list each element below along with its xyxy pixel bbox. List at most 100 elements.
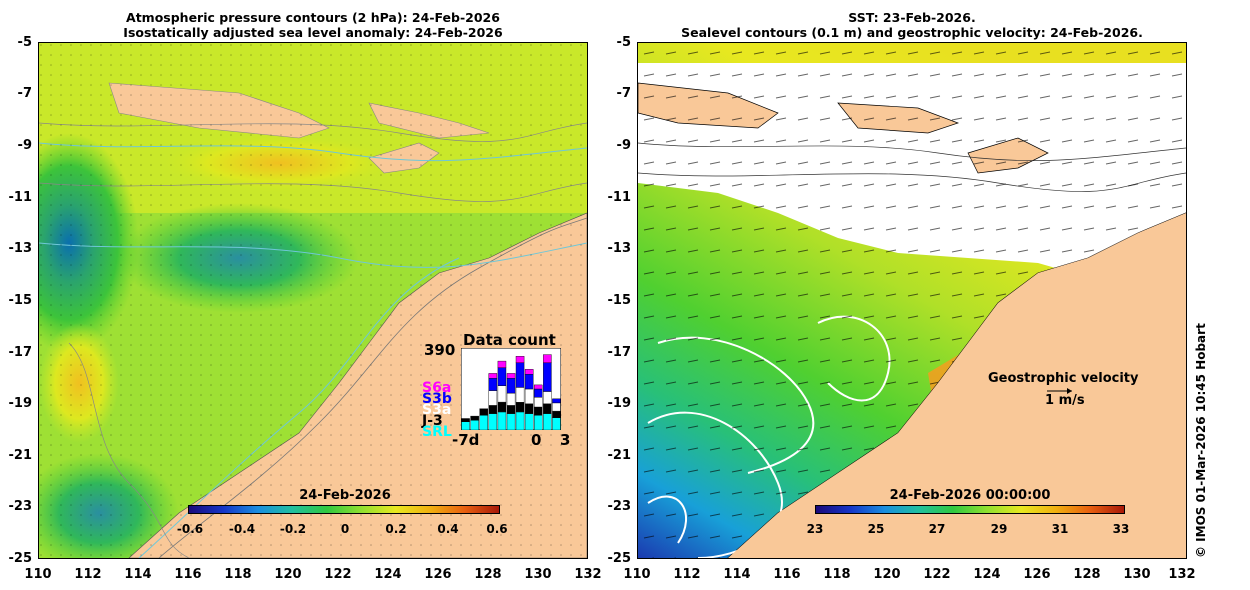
left-xtick: 114 <box>124 567 152 582</box>
left-ytick: -13 <box>8 241 33 256</box>
left-xtick: 126 <box>424 567 452 582</box>
velocity-scale-arrowhead <box>1067 388 1072 394</box>
data-count-bar-segment <box>506 378 516 394</box>
data-count-bar-segment <box>515 355 525 363</box>
right-ytick: -15 <box>607 293 632 308</box>
legend-s3a: S3a <box>422 402 452 418</box>
right-colorbar <box>815 505 1125 514</box>
left-ytick: -17 <box>8 345 33 360</box>
right-ytick: -19 <box>607 396 632 411</box>
data-count-x-end: 3 <box>560 431 571 449</box>
data-count-bar-segment <box>488 405 498 414</box>
data-count-bar-segment <box>470 415 479 421</box>
data-count-bar-segment <box>515 411 525 430</box>
right-ytick: -25 <box>607 551 632 566</box>
right-xtick: 110 <box>623 567 651 582</box>
right-xtick: 112 <box>673 567 701 582</box>
left-title-line2: Isostatically adjusted sea level anomaly… <box>123 25 503 40</box>
right-cb-label: 31 <box>1051 522 1069 536</box>
left-xtick: 124 <box>374 567 402 582</box>
right-title: SST: 23-Feb-2026. Sealevel contours (0.1… <box>637 10 1187 40</box>
data-count-bar-segment <box>524 388 534 405</box>
data-count-bar-segment <box>543 354 552 363</box>
data-count-bar-segment <box>497 411 507 430</box>
right-cb-label: 29 <box>990 522 1008 536</box>
legend-srl: SRL <box>422 424 452 440</box>
right-xtick: 132 <box>1168 567 1196 582</box>
left-ytick: -25 <box>8 551 33 566</box>
data-count-x-start: -7d <box>452 431 480 449</box>
right-ytick: -11 <box>607 190 632 205</box>
left-cb-label: 0 <box>340 522 350 536</box>
right-cb-label: 27 <box>928 522 946 536</box>
right-ytick: -17 <box>607 345 632 360</box>
data-count-bar-segment <box>497 360 507 368</box>
left-ytick: -7 <box>17 86 32 101</box>
data-count-bar-segment <box>506 373 516 379</box>
data-count-bar-segment <box>497 401 507 413</box>
right-xtick: 124 <box>973 567 1001 582</box>
data-count-bar-segment <box>479 414 489 430</box>
data-count-bar-segment <box>533 414 543 430</box>
data-count-bar-segment <box>488 390 498 406</box>
data-count-bar-segment <box>506 413 516 430</box>
data-count-title: Data count <box>463 331 556 349</box>
right-ytick: -13 <box>607 241 632 256</box>
left-colorbar-title: 24-Feb-2026 <box>299 488 391 503</box>
right-cb-label: 25 <box>867 522 885 536</box>
data-count-bar-segment <box>488 378 498 391</box>
left-xtick: 122 <box>324 567 352 582</box>
data-count-bar-segment <box>515 362 525 388</box>
right-title-line1: SST: 23-Feb-2026. <box>848 10 976 25</box>
data-count-bar-segment <box>461 418 470 422</box>
legend-s6a: S6a <box>422 380 452 396</box>
left-xtick: 112 <box>74 567 102 582</box>
data-count-bar-segment <box>552 410 561 418</box>
left-cb-label: 0.6 <box>486 522 508 536</box>
data-count-bar-segment <box>533 406 543 416</box>
right-xtick: 120 <box>873 567 901 582</box>
velocity-legend-scale: 1 m/s <box>1045 393 1085 408</box>
sst-map <box>637 42 1187 559</box>
right-ytick: -23 <box>607 499 632 514</box>
data-count-bar-segment <box>543 403 552 414</box>
left-xtick: 128 <box>474 567 502 582</box>
right-xtick: 114 <box>723 567 751 582</box>
data-count-bar-segment <box>543 413 552 430</box>
data-count-bar-segment <box>479 408 489 416</box>
data-count-bar-segment <box>524 369 534 375</box>
right-cb-label: 33 <box>1112 522 1130 536</box>
right-ytick: -5 <box>616 35 631 50</box>
left-xtick: 120 <box>274 567 302 582</box>
data-count-bar-segment <box>506 392 516 406</box>
left-ytick: -15 <box>8 293 33 308</box>
data-count-bar-segment <box>506 405 516 414</box>
data-count-bar-segment <box>543 362 552 392</box>
data-count-bar-segment <box>515 401 525 413</box>
right-colorbar-title: 24-Feb-2026 00:00:00 <box>889 488 1051 503</box>
data-count-bar-segment <box>552 402 561 412</box>
data-count-bar-segment <box>524 413 534 430</box>
right-xtick: 128 <box>1073 567 1101 582</box>
right-cb-label: 23 <box>806 522 824 536</box>
data-count-bar-segment <box>524 403 534 414</box>
data-count-max: 390 <box>424 341 456 359</box>
left-title-line1: Atmospheric pressure contours (2 hPa): 2… <box>126 10 500 25</box>
data-count-bar-segment <box>533 384 543 390</box>
data-count-bar-segment <box>533 388 543 398</box>
right-xtick: 130 <box>1123 567 1151 582</box>
data-count-bar-segment <box>552 398 561 404</box>
left-xtick: 132 <box>574 567 602 582</box>
legend-s3b: S3b <box>422 391 452 407</box>
left-ytick: -11 <box>8 190 33 205</box>
right-ytick: -9 <box>616 138 631 153</box>
left-colorbar <box>188 505 500 514</box>
sea-level-anomaly-map <box>38 42 588 559</box>
left-cb-label: -0.4 <box>228 522 256 536</box>
data-count-bar-segment <box>470 419 479 430</box>
left-title: Atmospheric pressure contours (2 hPa): 2… <box>38 10 588 40</box>
data-count-bar-segment <box>497 367 507 386</box>
data-count-bar-segment <box>543 391 552 405</box>
left-xtick: 110 <box>24 567 52 582</box>
data-count-bar-segment <box>515 387 525 403</box>
